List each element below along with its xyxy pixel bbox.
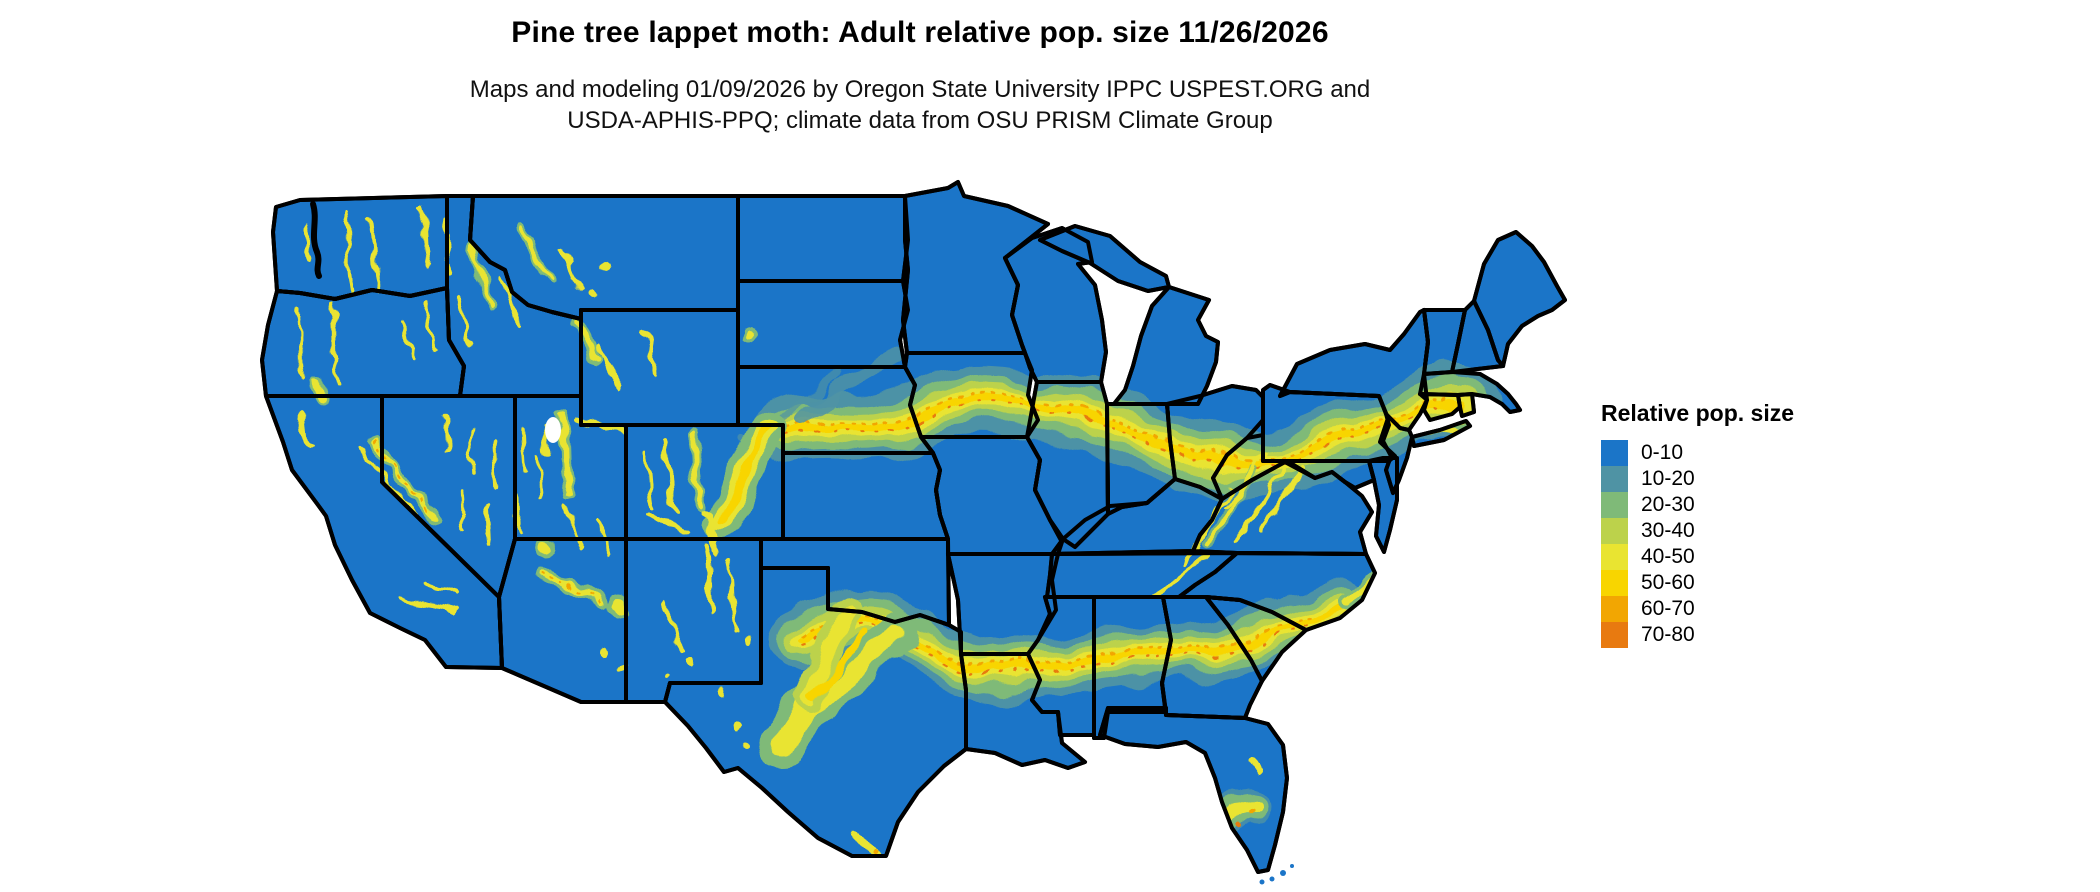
legend-swatch bbox=[1601, 622, 1628, 648]
legend-item: 0-10 bbox=[1601, 440, 1794, 466]
florida-keys bbox=[1259, 864, 1294, 885]
legend-item: 40-50 bbox=[1601, 544, 1794, 570]
us-states-fill bbox=[260, 180, 1567, 874]
map-subtitle-line1: Maps and modeling 01/09/2026 by Oregon S… bbox=[469, 76, 1371, 103]
water-features bbox=[310, 201, 561, 443]
legend-swatch bbox=[1601, 492, 1628, 518]
puget-sound bbox=[310, 201, 322, 279]
legend-item: 10-20 bbox=[1601, 466, 1794, 492]
legend-item: 20-30 bbox=[1601, 492, 1794, 518]
legend-item: 60-70 bbox=[1601, 596, 1794, 622]
legend-item: 50-60 bbox=[1601, 570, 1794, 596]
great-salt-lake bbox=[545, 417, 561, 443]
legend-label: 20-30 bbox=[1641, 493, 1695, 516]
legend: Relative pop. size 0-10 10-20 20-30 30-40 40… bbox=[1601, 400, 1794, 648]
legend-label: 40-50 bbox=[1641, 545, 1695, 568]
legend-item: 30-40 bbox=[1601, 518, 1794, 544]
legend-label: 60-70 bbox=[1641, 597, 1695, 620]
legend-swatch bbox=[1601, 518, 1628, 544]
map-subtitle-line2: USDA-APHIS-PPQ; climate data from OSU PR… bbox=[567, 107, 1273, 134]
map-header: Pine tree lappet moth: Adult relative po… bbox=[150, 16, 1690, 136]
legend-title: Relative pop. size bbox=[1601, 400, 1795, 426]
legend-swatch bbox=[1601, 544, 1628, 570]
legend-label: 0-10 bbox=[1641, 441, 1684, 464]
map-title: Pine tree lappet moth: Adult relative po… bbox=[511, 16, 1329, 49]
legend-rows: 0-10 10-20 20-30 30-40 40-50 50-60 60-70 70-80 bbox=[1601, 440, 1794, 648]
legend-swatch bbox=[1601, 466, 1628, 492]
legend-swatch bbox=[1601, 570, 1628, 596]
legend-swatch bbox=[1601, 596, 1628, 622]
map-subtitle: Maps and modeling 01/09/2026 by Oregon S… bbox=[150, 74, 1690, 136]
legend-label: 10-20 bbox=[1641, 467, 1695, 490]
legend-label: 70-80 bbox=[1641, 623, 1695, 646]
legend-item: 70-80 bbox=[1601, 622, 1794, 648]
legend-label: 30-40 bbox=[1641, 519, 1695, 542]
legend-label: 50-60 bbox=[1641, 571, 1695, 594]
legend-swatch bbox=[1601, 440, 1628, 466]
